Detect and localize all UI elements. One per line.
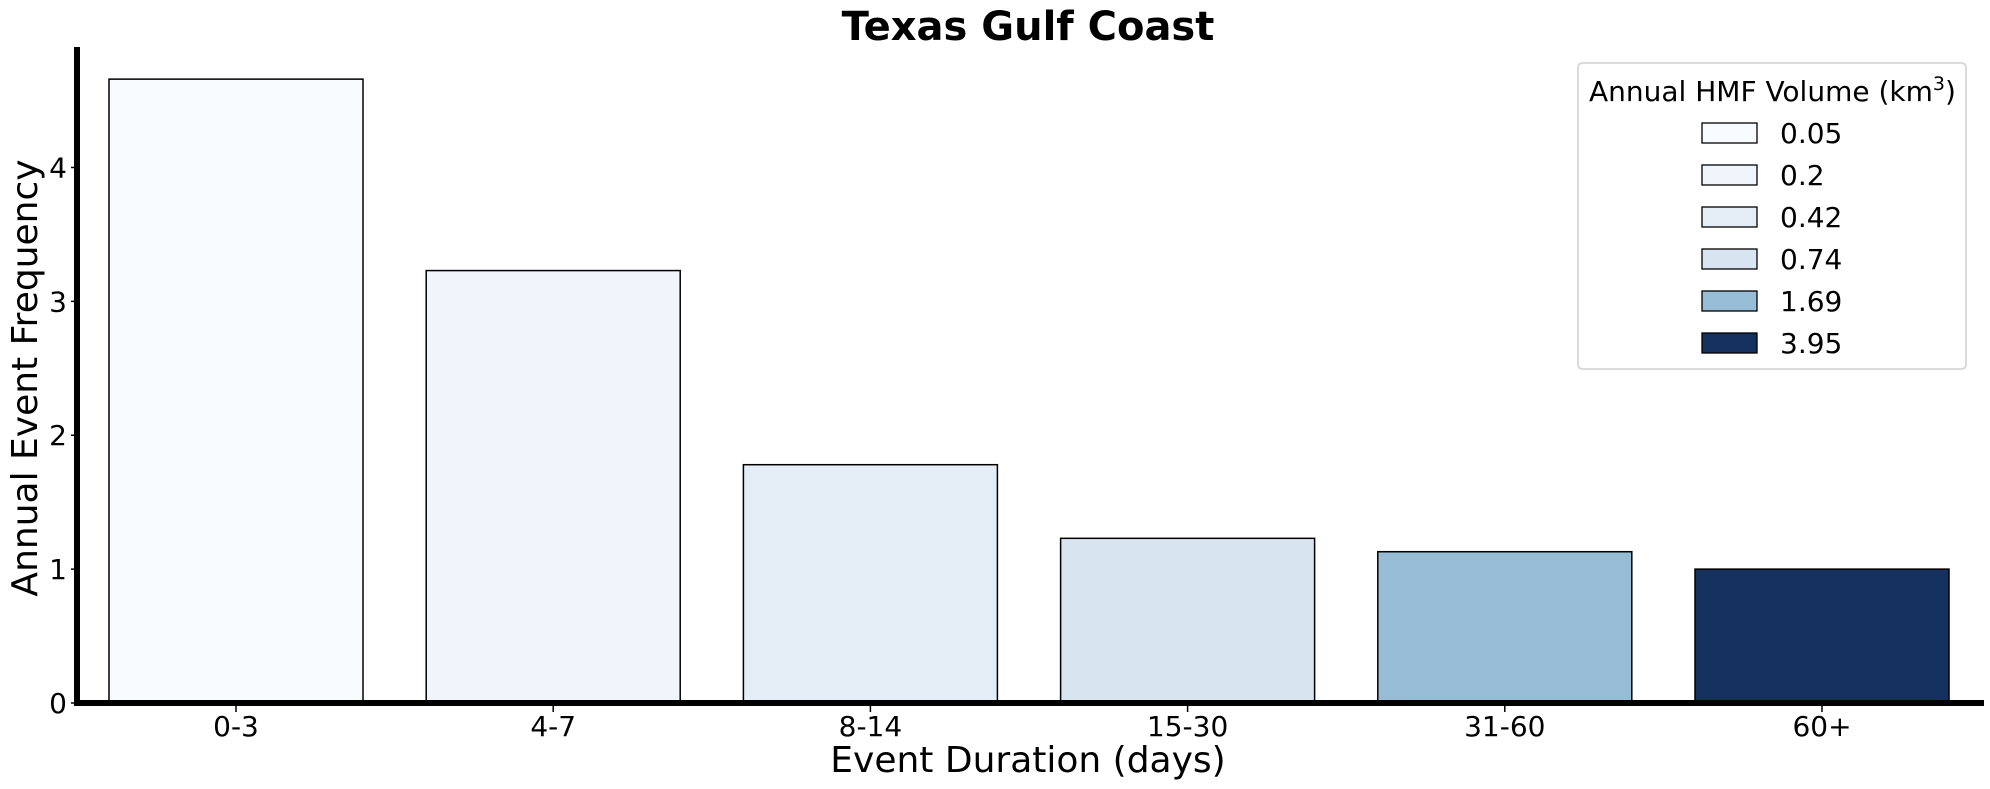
legend-entries: 0.05 0.2 0.42 0.74 1.69 3.95 xyxy=(1701,117,1842,360)
y-tick-label: 2 xyxy=(49,419,67,452)
y-tick-label: 3 xyxy=(49,285,67,318)
x-tick-label: 0-3 xyxy=(213,710,259,743)
legend: Annual HMF Volume (km3) 0.05 0.2 0.42 0.74 1… xyxy=(1577,62,1967,370)
bar-0-3 xyxy=(108,78,364,704)
legend-swatch xyxy=(1701,122,1758,144)
bar-60+ xyxy=(1694,568,1950,704)
legend-swatch xyxy=(1701,248,1758,270)
x-tick-label: 4-7 xyxy=(530,710,576,743)
bar-4-7 xyxy=(425,269,681,704)
legend-label: 0.74 xyxy=(1780,243,1842,276)
legend-swatch xyxy=(1701,164,1758,186)
legend-label: 0.2 xyxy=(1780,159,1825,192)
y-axis-label: Annual Event Frequency xyxy=(5,159,46,596)
legend-label: 3.95 xyxy=(1780,327,1842,360)
chart-title: Texas Gulf Coast xyxy=(842,4,1215,50)
y-ticks-group: 0 1 2 3 4 xyxy=(49,151,77,720)
y-tick-label: 1 xyxy=(49,553,67,586)
x-ticks-group: 0-3 4-7 8-14 15-30 31-60 60+ xyxy=(213,706,1852,743)
legend-swatch xyxy=(1701,290,1758,312)
x-tick-label: 31-60 xyxy=(1464,710,1545,743)
bars-group xyxy=(108,78,1950,704)
legend-swatch xyxy=(1701,206,1758,228)
x-tick-label: 15-30 xyxy=(1147,710,1228,743)
x-tick-label: 60+ xyxy=(1792,710,1851,743)
x-axis-label: Event Duration (days) xyxy=(830,740,1225,781)
y-tick-label: 0 xyxy=(49,687,67,720)
legend-frame xyxy=(1577,62,1967,370)
legend-label: 0.42 xyxy=(1780,201,1842,234)
legend-title: Annual HMF Volume (km3) xyxy=(1589,73,1956,108)
y-tick-label: 4 xyxy=(49,151,67,184)
bar-31-60 xyxy=(1377,550,1633,704)
legend-label: 0.05 xyxy=(1780,117,1842,150)
bar-8-14 xyxy=(742,463,999,704)
legend-title-superscript: 3 xyxy=(1933,73,1945,95)
legend-label: 1.69 xyxy=(1780,285,1842,318)
bar-15-30 xyxy=(1059,537,1316,704)
x-tick-label: 8-14 xyxy=(839,710,903,743)
legend-swatch xyxy=(1701,332,1758,354)
